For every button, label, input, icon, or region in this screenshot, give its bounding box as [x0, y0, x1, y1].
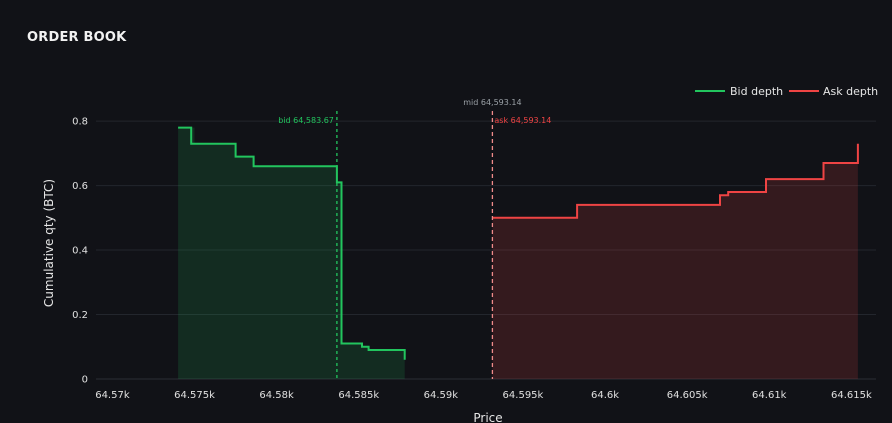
- legend-label-bid: Bid depth: [730, 85, 783, 98]
- x-tick-label: 64.6k: [591, 390, 619, 401]
- bid-annotation: bid 64,583.67: [278, 116, 334, 125]
- ask-depth-area: [492, 150, 858, 379]
- panel-title: ORDER BOOK: [27, 30, 127, 45]
- y-tick-label: 0.2: [72, 310, 88, 321]
- x-tick-label: 64.585k: [338, 390, 379, 401]
- y-tick-label: 0: [82, 375, 88, 386]
- y-tick-label: 0.6: [72, 181, 88, 192]
- x-tick-label: 64.575k: [174, 390, 215, 401]
- x-tick-label: 64.615k: [831, 390, 872, 401]
- legend-label-ask: Ask depth: [823, 85, 878, 98]
- y-tick-label: 0.4: [72, 246, 88, 257]
- bid-depth-area: [178, 127, 405, 379]
- mid-annotation: mid 64,593.14: [463, 98, 521, 107]
- x-tick-label: 64.61k: [752, 390, 787, 401]
- y-axis-title: Cumulative qty (BTC): [42, 179, 56, 307]
- x-axis-title: Price: [473, 411, 502, 423]
- x-tick-label: 64.57k: [95, 390, 130, 401]
- bid-depth-line: [178, 126, 406, 360]
- ask-annotation: ask 64,593.14: [494, 116, 551, 125]
- ask-depth-line: [492, 143, 859, 219]
- x-tick-label: 64.605k: [667, 390, 708, 401]
- y-tick-label: 0.8: [72, 117, 88, 128]
- x-tick-label: 64.58k: [259, 390, 294, 401]
- x-tick-label: 64.59k: [424, 390, 459, 401]
- x-tick-label: 64.595k: [503, 390, 544, 401]
